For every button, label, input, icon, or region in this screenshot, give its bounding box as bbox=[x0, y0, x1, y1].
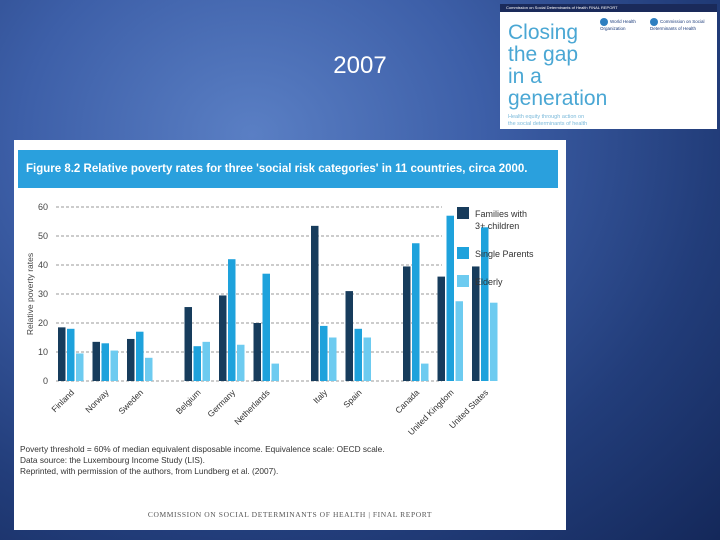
bar bbox=[320, 325, 328, 381]
slide-title: 2007 bbox=[333, 52, 387, 79]
figure-panel: Figure 8.2 Relative poverty rates for th… bbox=[14, 140, 566, 530]
bar bbox=[228, 259, 236, 381]
bar bbox=[76, 353, 84, 381]
bar bbox=[490, 302, 498, 381]
bar bbox=[437, 276, 445, 381]
legend-label: Elderly bbox=[475, 277, 503, 287]
figure-notes: Poverty threshold = 60% of median equiva… bbox=[20, 444, 385, 477]
bar bbox=[58, 327, 66, 381]
report-cover-thumbnail: Commission on Social Determinants of Hea… bbox=[500, 4, 717, 129]
x-tick-label: Canada bbox=[393, 387, 421, 415]
note-line: Data source: the Luxembourg Income Study… bbox=[20, 455, 205, 465]
bar bbox=[412, 243, 420, 381]
bar bbox=[253, 323, 261, 381]
x-tick-label: Finland bbox=[49, 387, 76, 414]
x-tick-label: Norway bbox=[83, 387, 111, 415]
cover-title-line: generation bbox=[508, 87, 608, 110]
bar bbox=[219, 295, 227, 381]
bar bbox=[421, 363, 429, 381]
legend-swatch bbox=[457, 275, 469, 287]
cover-title-line: in a bbox=[508, 65, 542, 88]
x-tick-label: Spain bbox=[341, 387, 364, 410]
bar bbox=[271, 363, 279, 381]
x-tick-label: Germany bbox=[205, 387, 237, 419]
bar bbox=[455, 301, 463, 381]
x-tick-label: Sweden bbox=[116, 387, 145, 416]
legend-label: 3+ children bbox=[475, 221, 519, 231]
note-line: Reprinted, with permission of the author… bbox=[20, 466, 279, 476]
csdh-logo-text: Commission on Social Determinants of Hea… bbox=[650, 19, 705, 31]
cover-title-line: the gap bbox=[508, 43, 579, 66]
note-line: Poverty threshold = 60% of median equiva… bbox=[20, 444, 385, 454]
cover-subtitle: Health equity through action on the soci… bbox=[508, 114, 587, 128]
cover-topbar: Commission on Social Determinants of Hea… bbox=[500, 4, 717, 12]
x-tick-label: Italy bbox=[311, 387, 330, 406]
bar bbox=[345, 291, 353, 381]
bar bbox=[92, 341, 100, 381]
bar bbox=[262, 273, 270, 381]
bar bbox=[329, 337, 337, 381]
bar bbox=[101, 343, 109, 381]
bar-chart: 0 10 20 30 40 50 60 Relative poverty rates Finla… bbox=[25, 202, 534, 437]
bar bbox=[67, 328, 75, 381]
legend-swatch bbox=[457, 207, 469, 219]
cover-title-line: Closing bbox=[508, 21, 579, 44]
legend-label: Single Parents bbox=[475, 249, 534, 259]
bar bbox=[127, 338, 135, 381]
y-axis-label: Relative poverty rates bbox=[25, 253, 35, 335]
bar bbox=[184, 307, 192, 381]
y-tick-label: 30 bbox=[38, 289, 48, 299]
who-logo: World Health Organization bbox=[600, 18, 652, 31]
y-tick-label: 60 bbox=[38, 202, 48, 212]
cover-subtitle-line: Health equity through action on bbox=[508, 114, 585, 120]
y-tick-label: 0 bbox=[43, 376, 48, 386]
bar bbox=[145, 357, 153, 381]
globe-icon bbox=[600, 18, 608, 26]
csdh-emblem-icon bbox=[650, 18, 658, 26]
bar bbox=[446, 215, 454, 381]
y-tick-label: 50 bbox=[38, 231, 48, 241]
x-tick-label: Netherlands bbox=[232, 387, 271, 426]
bar bbox=[136, 331, 144, 381]
bar bbox=[363, 337, 371, 381]
who-logo-text: World Health Organization bbox=[600, 19, 636, 31]
bar bbox=[193, 346, 201, 381]
cover-subtitle-line: the social determinants of health bbox=[508, 121, 588, 127]
bar bbox=[472, 266, 480, 381]
figure-footer: COMMISSION ON SOCIAL DETERMINANTS OF HEA… bbox=[147, 510, 433, 519]
bar bbox=[110, 350, 118, 381]
bar bbox=[403, 266, 411, 381]
legend-label: Families with bbox=[475, 209, 527, 219]
bar bbox=[202, 341, 210, 381]
y-tick-label: 10 bbox=[38, 347, 48, 357]
x-tick-label: Belgium bbox=[174, 387, 203, 416]
bar bbox=[354, 328, 362, 381]
y-tick-label: 20 bbox=[38, 318, 48, 328]
bar bbox=[237, 344, 245, 381]
cover-title: Closing the gap in a generation bbox=[508, 22, 607, 110]
bar bbox=[481, 227, 489, 381]
figure-title: Figure 8.2 Relative poverty rates for th… bbox=[18, 150, 558, 188]
bar bbox=[311, 225, 319, 381]
y-tick-label: 40 bbox=[38, 260, 48, 270]
legend-swatch bbox=[457, 247, 469, 259]
csdh-logo: Commission on Social Determinants of Hea… bbox=[650, 18, 712, 31]
